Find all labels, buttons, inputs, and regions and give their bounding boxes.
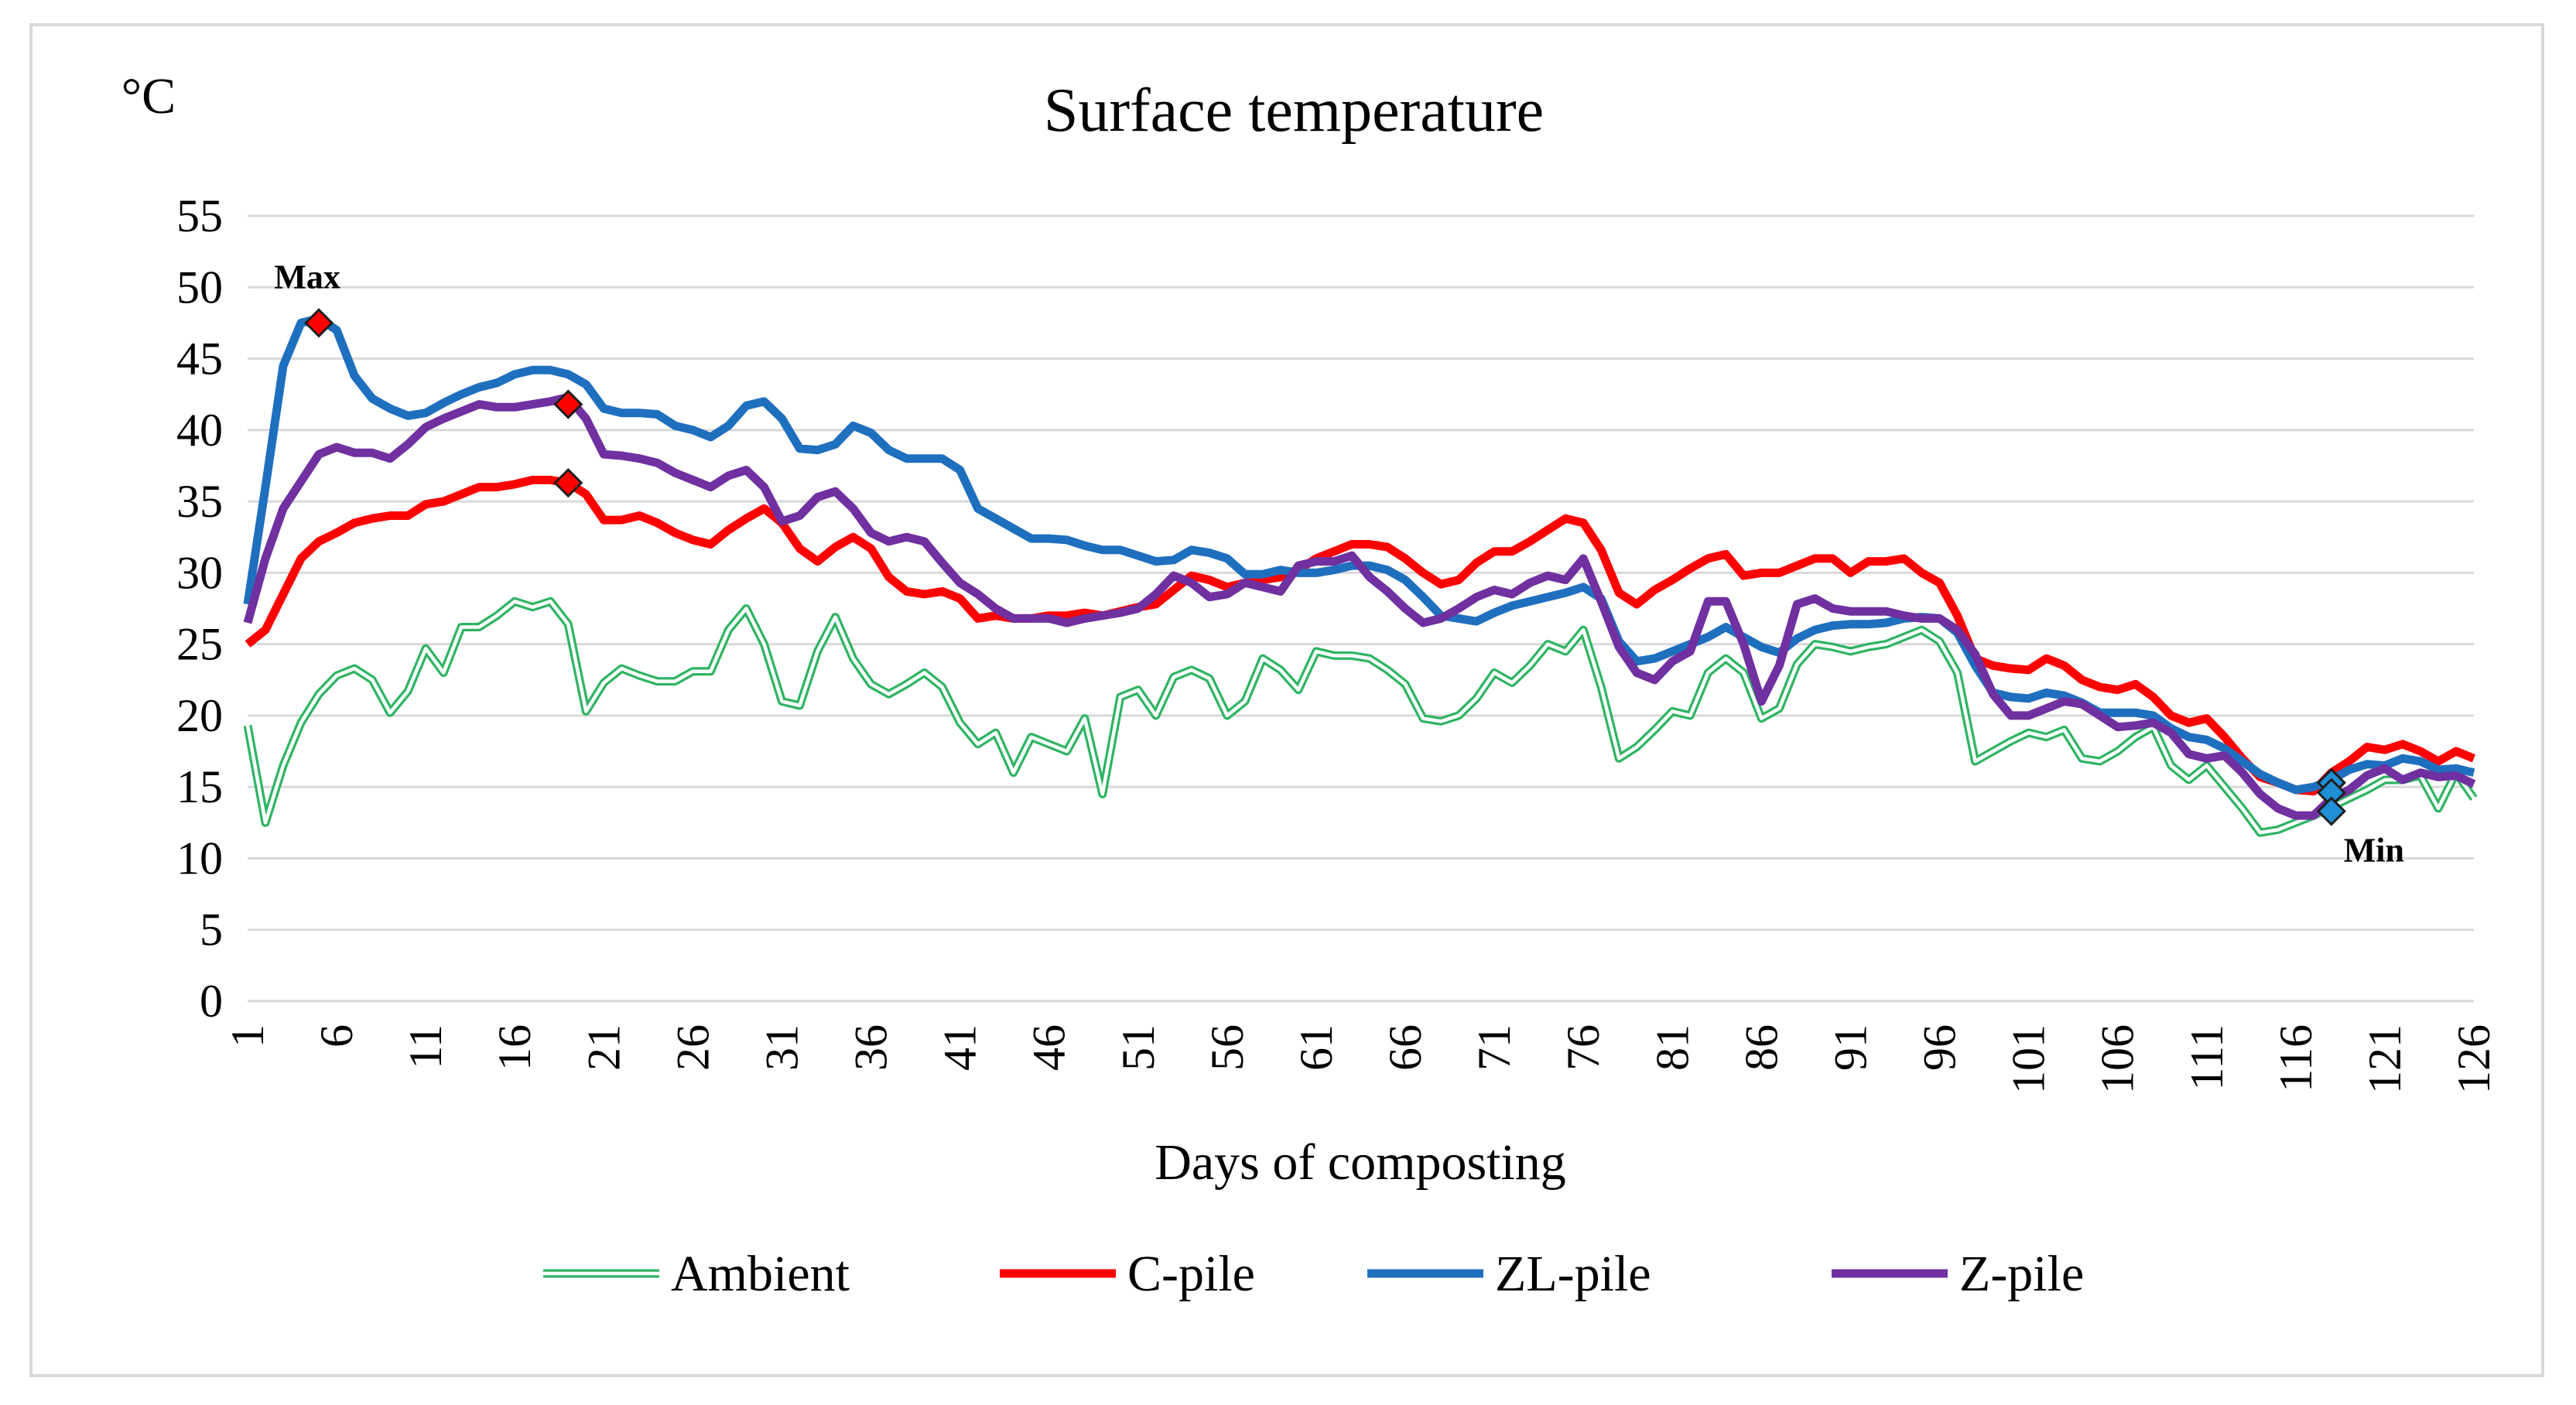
marker-point xyxy=(553,389,583,419)
legend: Ambient C-pile ZL-pile Z-pile xyxy=(543,1246,2084,1302)
series-z-pile xyxy=(243,392,2476,820)
x-tick-label: 76 xyxy=(1558,1024,1609,1071)
y-tick-label: 5 xyxy=(200,904,223,955)
x-tick-label: 11 xyxy=(400,1024,451,1069)
chart-frame: 0 5 10 15 20 25 30 35 40 45 50 55 1 6 11 16 21 26 31 36 41 46… xyxy=(29,23,2544,1377)
marker-point xyxy=(553,467,583,498)
x-tick-label: 71 xyxy=(1469,1024,1520,1071)
y-tick-label: 10 xyxy=(176,832,223,884)
annotation-max: Max xyxy=(274,258,340,296)
y-tick-label: 25 xyxy=(176,619,223,670)
x-axis-label: Days of composting xyxy=(1155,1134,1566,1191)
y-tick-label: 55 xyxy=(176,190,223,241)
y-tick-label: 30 xyxy=(176,547,223,598)
marker-min xyxy=(2316,796,2346,826)
x-tick-label: 31 xyxy=(756,1024,807,1071)
y-unit-label: °C xyxy=(121,68,176,125)
series-line xyxy=(243,314,2475,795)
x-tick-label: 66 xyxy=(1380,1024,1431,1071)
x-tick-label: 56 xyxy=(1202,1024,1253,1071)
x-tick-label: 106 xyxy=(2092,1024,2143,1094)
x-tick-label: 16 xyxy=(489,1024,540,1071)
y-tick-label: 40 xyxy=(176,405,223,456)
series-zl-pile xyxy=(243,314,2475,795)
x-tick-label: 81 xyxy=(1647,1024,1698,1071)
legend-item: ZL-pile xyxy=(1367,1246,1651,1302)
legend-item: Ambient xyxy=(543,1246,850,1302)
x-tick-label: 41 xyxy=(935,1024,986,1071)
x-tick-label: 6 xyxy=(311,1024,362,1048)
x-tick-label: 46 xyxy=(1024,1024,1075,1071)
legend-item: C-pile xyxy=(1000,1246,1255,1302)
x-tick-label: 91 xyxy=(1825,1024,1876,1071)
x-tick-label: 21 xyxy=(578,1024,629,1071)
y-tick-label: 20 xyxy=(176,690,223,741)
y-tick-label: 0 xyxy=(200,976,223,1027)
legend-label: Z-pile xyxy=(1959,1246,2084,1302)
chart-title: Surface temperature xyxy=(1044,77,1544,145)
x-tick-label: 26 xyxy=(667,1024,718,1071)
x-tick-label: 36 xyxy=(846,1024,897,1071)
gridlines xyxy=(248,214,2474,1003)
series-line xyxy=(243,392,2476,820)
y-tick-label: 50 xyxy=(176,262,223,313)
marker-max xyxy=(303,308,334,338)
x-tick-label: 1 xyxy=(222,1024,273,1048)
x-tick-label: 121 xyxy=(2359,1024,2410,1094)
legend-item: Z-pile xyxy=(1832,1246,2084,1302)
series-c-pile xyxy=(245,475,2476,796)
x-tick-label: 126 xyxy=(2448,1024,2499,1094)
x-tick-label: 101 xyxy=(2003,1024,2054,1094)
y-tick-label: 15 xyxy=(176,761,223,812)
series-ambient xyxy=(243,597,2478,837)
series-line-inner xyxy=(245,600,2475,835)
markers: Max Min xyxy=(274,258,2404,869)
x-tick-label: 61 xyxy=(1291,1024,1342,1071)
x-tick-label: 51 xyxy=(1113,1024,1164,1071)
legend-label: ZL-pile xyxy=(1495,1246,1651,1302)
x-tick-label: 111 xyxy=(2181,1024,2232,1091)
y-tick-label: 45 xyxy=(176,333,223,385)
series-line xyxy=(245,475,2476,796)
annotation-min: Min xyxy=(2344,832,2404,870)
legend-label: C-pile xyxy=(1127,1246,1255,1302)
x-tick-label: 86 xyxy=(1736,1024,1787,1071)
legend-label: Ambient xyxy=(671,1246,850,1302)
x-tick-label: 96 xyxy=(1914,1024,1965,1071)
series-lines xyxy=(243,314,2478,837)
y-tick-label: 35 xyxy=(176,476,223,527)
x-tick-label: 116 xyxy=(2270,1024,2321,1092)
